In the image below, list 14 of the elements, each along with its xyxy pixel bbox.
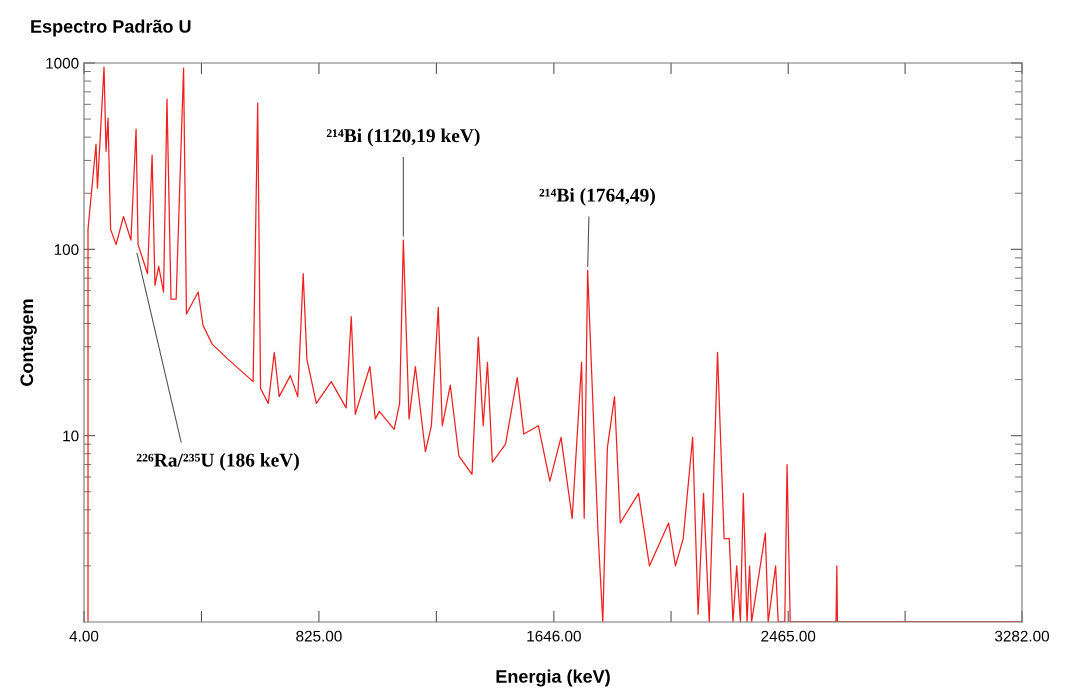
x-axis-title: Energia (keV) xyxy=(496,669,610,687)
x-tick-label: 1646.00 xyxy=(527,630,581,642)
x-tick-label: 2465.00 xyxy=(761,630,816,642)
annotation: ²²⁶Ra/²³⁵U (186 keV) xyxy=(136,453,299,471)
annotation: ²¹⁴Bi (1764,49) xyxy=(539,188,655,206)
x-tick-label: 3282.00 xyxy=(994,630,1050,642)
x-tick-label: 825.00 xyxy=(296,630,342,642)
y-tick-label: 1000 xyxy=(46,57,79,69)
y-tick-label: 10 xyxy=(63,430,79,442)
x-tick-label: 4.00 xyxy=(69,630,99,642)
chart-title: Espectro Padrão U xyxy=(31,19,191,37)
y-axis-title: Contagem xyxy=(20,299,37,386)
annotation: ²¹⁴Bi (1120,19 keV) xyxy=(326,128,480,147)
y-tick-label: 100 xyxy=(54,244,79,256)
